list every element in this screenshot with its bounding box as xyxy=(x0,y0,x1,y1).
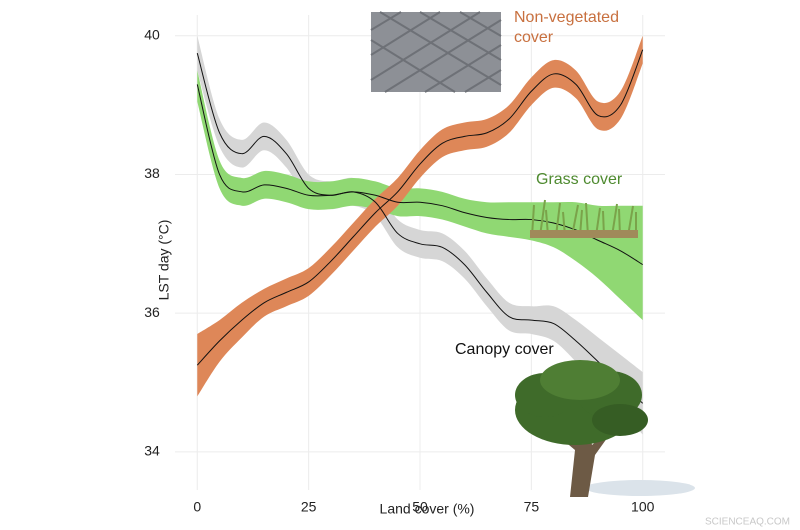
x-tick-label: 75 xyxy=(524,499,540,515)
paving-pattern xyxy=(370,11,502,93)
x-tick-label: 100 xyxy=(631,499,655,515)
x-axis-label: Land cover (%) xyxy=(380,501,475,517)
mean-line xyxy=(196,53,644,404)
series-label: Grass cover xyxy=(536,171,623,188)
grass-soil xyxy=(530,230,638,238)
y-tick-label: 34 xyxy=(144,443,160,459)
mean-line xyxy=(196,84,643,266)
x-tick-label: 0 xyxy=(193,499,201,515)
confidence-band xyxy=(197,70,643,321)
tree-shadow xyxy=(585,480,695,496)
grass-image xyxy=(531,199,637,237)
y-axis-label: LST day (°C) xyxy=(156,220,172,301)
x-tick-label: 25 xyxy=(301,499,317,515)
y-tick-label: 38 xyxy=(144,165,160,181)
x-tick-label: 50 xyxy=(412,499,428,515)
series-label: Non-vegetated cover xyxy=(514,9,619,46)
series-label: Canopy cover xyxy=(455,341,554,358)
confidence-band xyxy=(197,35,643,435)
decor xyxy=(370,11,695,497)
tree-canopy xyxy=(515,360,648,445)
tree-trunk xyxy=(545,410,620,497)
mean-line xyxy=(196,49,644,366)
watermark: SCIENCEAQ.COM xyxy=(705,517,790,528)
y-tick-label: 40 xyxy=(144,27,160,43)
paving-image xyxy=(371,12,501,92)
y-tick-label: 36 xyxy=(144,304,160,320)
